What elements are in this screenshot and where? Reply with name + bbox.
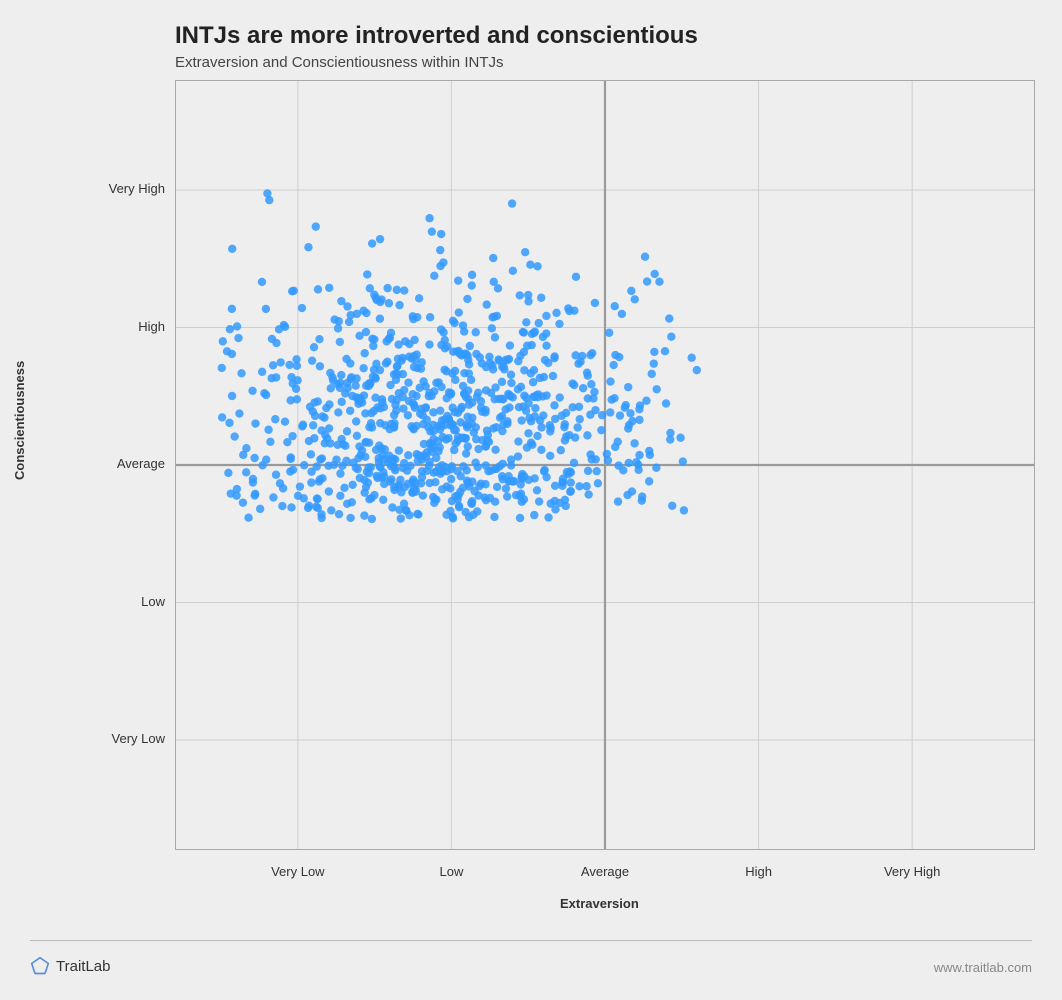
footer-url: www.traitlab.com xyxy=(934,960,1032,975)
brand-text: TraitLab xyxy=(56,958,110,975)
y-tick-label: Very Low xyxy=(95,731,165,746)
x-tick-label: Very High xyxy=(884,864,940,879)
x-axis-label: Extraversion xyxy=(560,896,639,911)
y-tick-label: Very High xyxy=(95,181,165,196)
y-axis-label: Conscientiousness xyxy=(12,361,27,480)
y-tick-label: High xyxy=(95,319,165,334)
x-tick-label: Low xyxy=(439,864,463,879)
scatter-plot xyxy=(175,80,1035,850)
footer-divider xyxy=(30,940,1032,941)
y-tick-label: Average xyxy=(95,456,165,471)
chart-title: INTJs are more introverted and conscient… xyxy=(175,22,698,50)
brand-logo: TraitLab xyxy=(30,956,110,976)
pentagon-icon xyxy=(30,956,50,976)
x-tick-label: Average xyxy=(581,864,629,879)
y-tick-label: Low xyxy=(95,594,165,609)
x-tick-label: High xyxy=(745,864,772,879)
x-tick-label: Very Low xyxy=(271,864,324,879)
chart-subtitle: Extraversion and Conscientiousness withi… xyxy=(175,54,503,71)
